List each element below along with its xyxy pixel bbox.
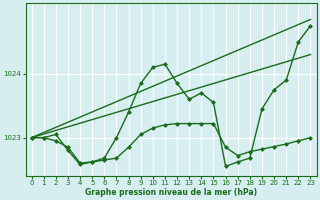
X-axis label: Graphe pression niveau de la mer (hPa): Graphe pression niveau de la mer (hPa) [85, 188, 257, 197]
